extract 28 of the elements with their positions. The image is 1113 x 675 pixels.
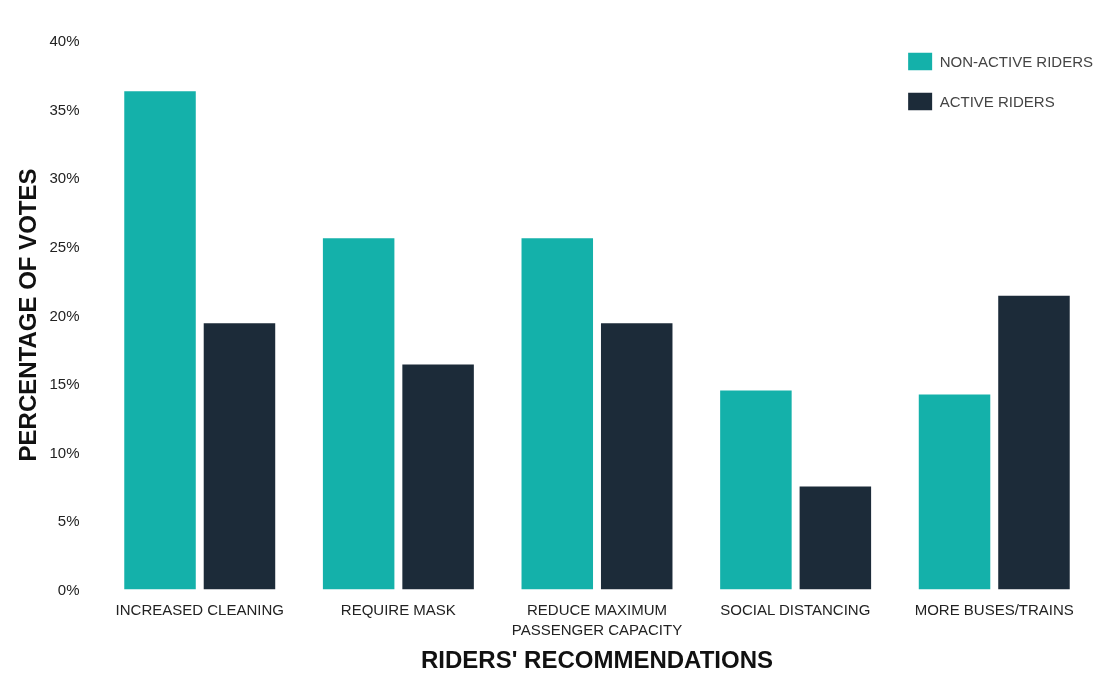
bar xyxy=(998,295,1070,590)
y-tick-label: 0% xyxy=(57,581,80,598)
y-tick-label: 35% xyxy=(49,100,80,118)
bar xyxy=(521,238,594,590)
bar xyxy=(402,364,474,590)
bar xyxy=(322,238,395,590)
x-tick-label: REDUCE MAXIMUM PASSENGER CAPACITY xyxy=(511,600,683,638)
y-tick-label: 40% xyxy=(49,32,80,49)
y-axis-title: PERCENTAGE OF VOTES xyxy=(14,168,42,462)
y-tick-label: 25% xyxy=(49,237,80,255)
x-tick-label: INCREASED CLEANING xyxy=(115,600,284,618)
y-tick-label: 20% xyxy=(49,306,80,324)
x-tick-label: REQUIRE MASK xyxy=(340,600,456,618)
legend-label: NON-ACTIVE RIDERS xyxy=(939,52,1093,70)
bar xyxy=(918,394,991,590)
y-tick-label: 15% xyxy=(49,375,80,393)
bar xyxy=(720,390,792,590)
y-tick-label: 10% xyxy=(49,443,80,461)
bar xyxy=(799,486,872,590)
bar xyxy=(124,91,196,590)
x-tick-label: SOCIAL DISTANCING xyxy=(720,600,871,618)
x-axis-title: RIDERS' RECOMMENDATIONS xyxy=(421,645,773,673)
legend-label: ACTIVE RIDERS xyxy=(939,92,1055,110)
bar xyxy=(203,323,276,590)
y-tick-label: 5% xyxy=(57,512,80,530)
x-tick-label: MORE BUSES/TRAINS xyxy=(914,600,1074,618)
y-tick-label: 30% xyxy=(49,169,80,187)
bar xyxy=(600,323,673,590)
